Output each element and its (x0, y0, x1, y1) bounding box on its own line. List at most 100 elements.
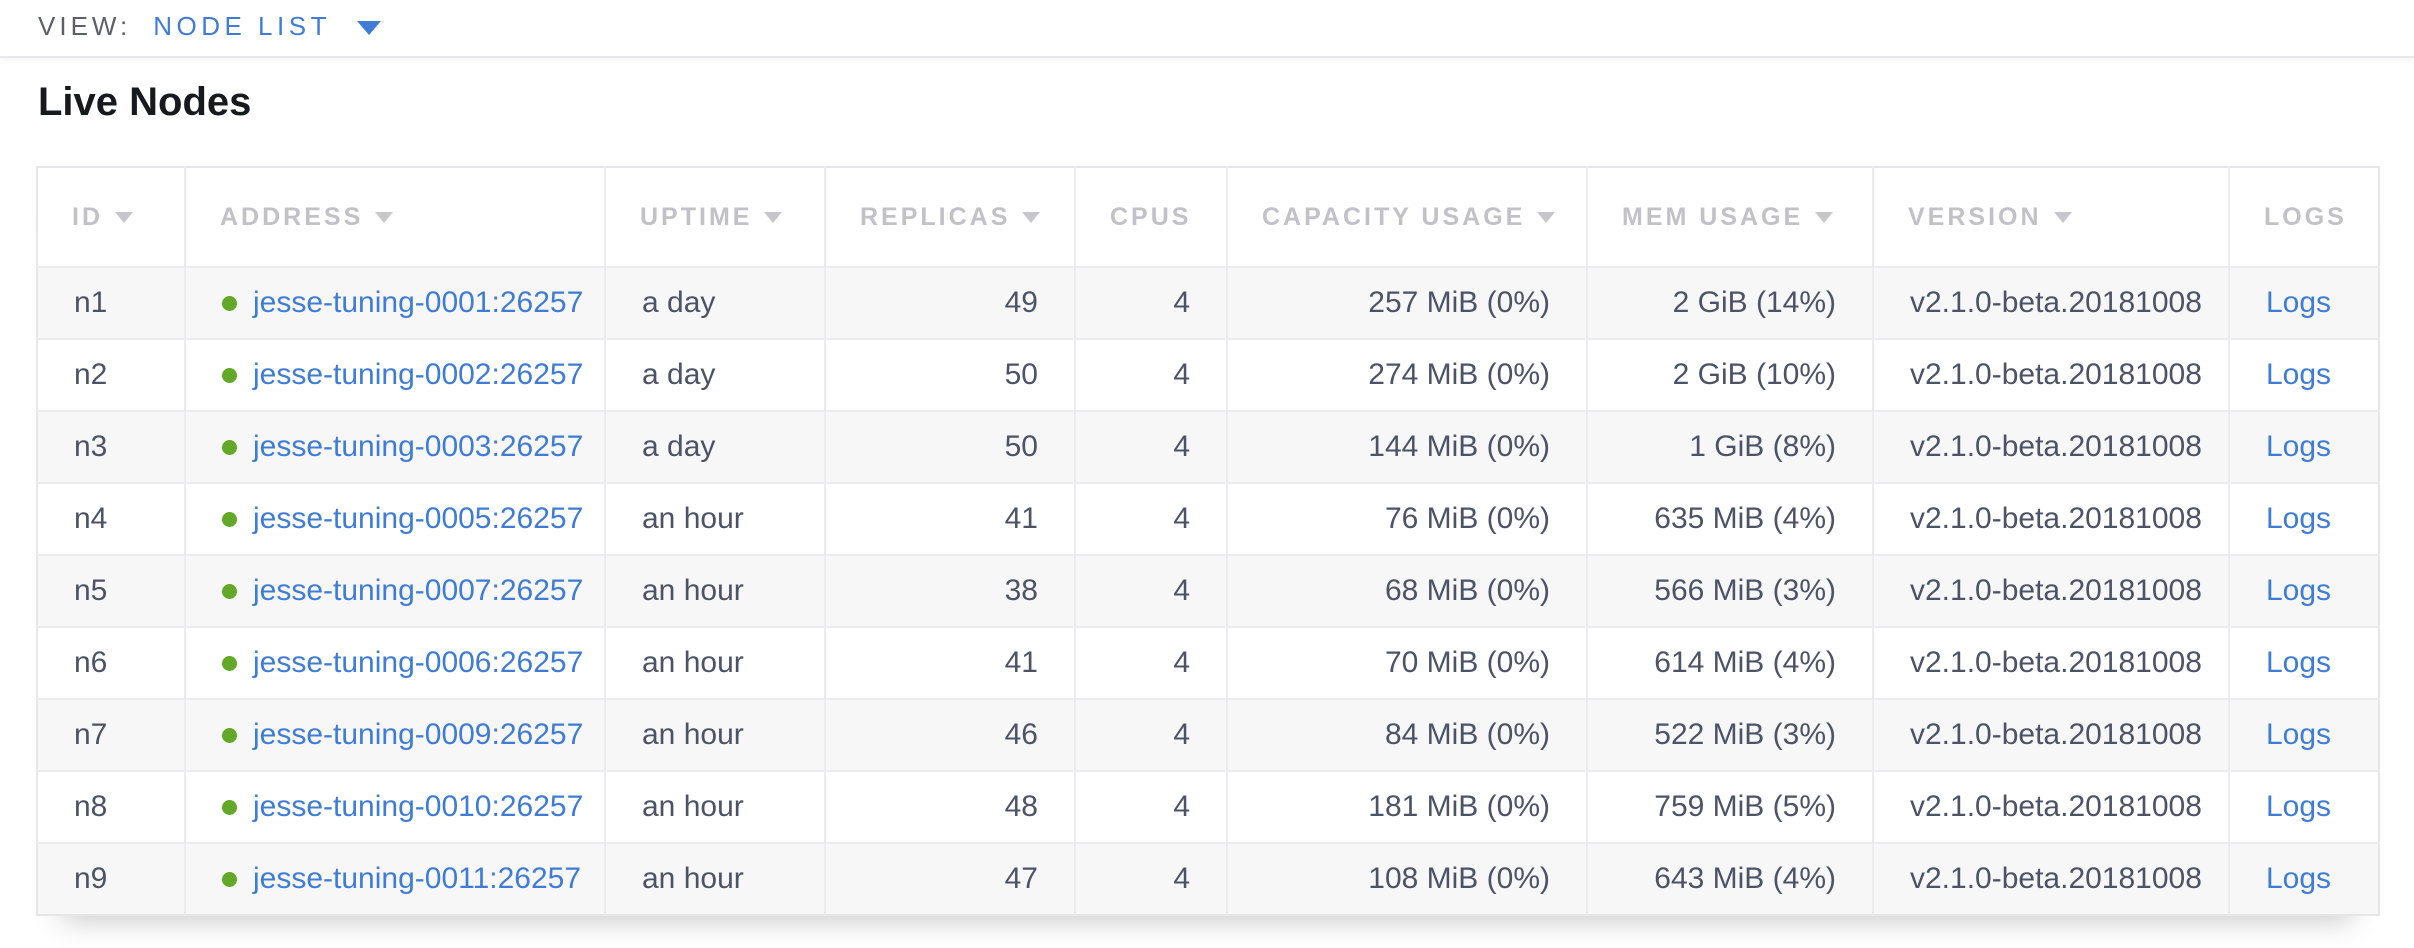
node-mem-usage-cell: 759 MiB (5%) (1586, 771, 1873, 843)
node-uptime-cell: a day (604, 411, 825, 483)
node-mem-usage-cell: 635 MiB (4%) (1586, 483, 1873, 555)
node-replicas-cell: 50 (824, 411, 1075, 483)
node-logs-link[interactable]: Logs (2266, 574, 2332, 607)
node-uptime-cell: an hour (604, 555, 825, 627)
column-header-capacity-usage[interactable]: CAPACITY USAGE (1226, 167, 1587, 267)
node-logs-cell: Logs (2228, 843, 2379, 915)
node-capacity-usage-cell: 70 MiB (0%) (1226, 627, 1587, 699)
node-logs-cell: Logs (2228, 771, 2379, 843)
node-address-cell: jesse-tuning-0002:26257 (184, 339, 605, 411)
node-logs-link[interactable]: Logs (2266, 790, 2332, 823)
node-address-link[interactable]: jesse-tuning-0002:26257 (253, 358, 584, 391)
node-cpus-cell: 4 (1074, 843, 1227, 915)
table-row: n2 jesse-tuning-0002:26257 a day 50 4 27… (37, 339, 2379, 411)
column-header-uptime[interactable]: UPTIME (604, 167, 825, 267)
node-address-cell: jesse-tuning-0011:26257 (184, 843, 605, 915)
node-address-link[interactable]: jesse-tuning-0007:26257 (253, 574, 584, 607)
node-replicas-cell: 50 (824, 339, 1075, 411)
node-capacity-usage-cell: 181 MiB (0%) (1226, 771, 1587, 843)
node-id-cell: n8 (74, 790, 108, 823)
node-cpus-cell: 4 (1074, 339, 1227, 411)
node-replicas-cell: 41 (824, 483, 1075, 555)
table-row: n8 jesse-tuning-0010:26257 an hour 48 4 … (37, 771, 2379, 843)
node-replicas-cell: 49 (824, 267, 1075, 339)
node-logs-link[interactable]: Logs (2266, 862, 2332, 895)
node-address-link[interactable]: jesse-tuning-0003:26257 (253, 430, 584, 463)
node-cpus-cell: 4 (1074, 627, 1227, 699)
node-version-cell: v2.1.0-beta.20181008 (1872, 699, 2229, 771)
node-logs-cell: Logs (2228, 699, 2379, 771)
node-logs-link[interactable]: Logs (2266, 358, 2332, 391)
node-address-cell: jesse-tuning-0006:26257 (184, 627, 605, 699)
node-address-cell: jesse-tuning-0007:26257 (184, 555, 605, 627)
node-live-status-icon (222, 367, 237, 383)
table-row: n1 jesse-tuning-0001:26257 a day 49 4 25… (37, 267, 2379, 339)
node-address-cell: jesse-tuning-0001:26257 (184, 267, 605, 339)
table-row: n9 jesse-tuning-0011:26257 an hour 47 4 … (37, 843, 2379, 915)
node-replicas-cell: 38 (824, 555, 1075, 627)
column-header-address[interactable]: ADDRESS (184, 167, 605, 267)
node-address-link[interactable]: jesse-tuning-0006:26257 (253, 646, 584, 679)
node-version-cell: v2.1.0-beta.20181008 (1872, 411, 2229, 483)
node-address-link[interactable]: jesse-tuning-0001:26257 (253, 286, 584, 319)
node-mem-usage-cell: 2 GiB (10%) (1586, 339, 1873, 411)
table-row: n3 jesse-tuning-0003:26257 a day 50 4 14… (37, 411, 2379, 483)
node-version-cell: v2.1.0-beta.20181008 (1872, 267, 2229, 339)
sort-desc-icon (1022, 211, 1041, 223)
view-label: VIEW: (38, 10, 132, 41)
view-bar: VIEW: NODE LIST (0, 0, 2414, 58)
node-address-link[interactable]: jesse-tuning-0009:26257 (253, 718, 584, 751)
node-version-cell: v2.1.0-beta.20181008 (1872, 627, 2229, 699)
node-id-cell: n9 (37, 843, 185, 915)
column-header-logs: LOGS (2228, 167, 2379, 267)
node-logs-cell: Logs (2228, 411, 2379, 483)
node-address-link[interactable]: jesse-tuning-0010:26257 (253, 790, 584, 823)
node-logs-link[interactable]: Logs (2266, 502, 2332, 535)
node-mem-usage-cell: 2 GiB (14%) (1586, 267, 1873, 339)
node-id-cell: n5 (37, 555, 185, 627)
table-header-row: ID ADDRESS UPTIME REPLICAS CPUS CAPACITY… (37, 167, 2379, 267)
node-address-cell: jesse-tuning-0009:26257 (184, 699, 605, 771)
sort-desc-icon (1537, 211, 1556, 223)
node-id-cell: n3 (37, 411, 185, 483)
node-logs-link[interactable]: Logs (2266, 718, 2332, 751)
node-version-cell: v2.1.0-beta.20181008 (1872, 771, 2229, 843)
node-version-cell: v2.1.0-beta.20181008 (1872, 843, 2229, 915)
column-header-replicas[interactable]: REPLICAS (824, 167, 1075, 267)
node-cpus-cell: 4 (1074, 555, 1227, 627)
node-logs-link[interactable]: Logs (2266, 286, 2332, 319)
node-address-link[interactable]: jesse-tuning-0005:26257 (253, 502, 584, 535)
sort-desc-icon (115, 211, 133, 223)
table-row: n7 jesse-tuning-0009:26257 an hour 46 4 … (37, 699, 2379, 771)
view-dropdown-value: NODE LIST (153, 10, 331, 41)
node-id-cell: n7 (37, 699, 185, 771)
node-id-cell: n4 (74, 502, 108, 535)
node-cpus-cell: 4 (1074, 699, 1227, 771)
node-address-link[interactable]: jesse-tuning-0011:26257 (253, 862, 582, 895)
node-live-status-icon (222, 655, 237, 671)
node-capacity-usage-cell: 108 MiB (0%) (1226, 843, 1587, 915)
column-header-id[interactable]: ID (37, 167, 185, 267)
node-logs-link[interactable]: Logs (2266, 646, 2332, 679)
node-uptime-cell: an hour (604, 627, 825, 699)
node-logs-cell: Logs (2228, 483, 2379, 555)
node-live-status-icon (222, 727, 237, 743)
node-capacity-usage-cell: 68 MiB (0%) (1226, 555, 1587, 627)
column-header-version[interactable]: VERSION (1872, 167, 2229, 267)
node-uptime-cell: an hour (604, 771, 825, 843)
node-live-status-icon (222, 871, 237, 887)
sort-desc-icon (2053, 211, 2072, 223)
column-header-mem-usage[interactable]: MEM USAGE (1586, 167, 1873, 267)
node-live-status-icon (222, 439, 237, 455)
view-dropdown[interactable]: NODE LIST (153, 11, 381, 42)
node-replicas-cell: 47 (824, 843, 1075, 915)
node-version-cell: v2.1.0-beta.20181008 (1872, 483, 2229, 555)
caret-down-icon (356, 21, 381, 35)
node-live-status-icon (222, 511, 237, 527)
node-uptime-cell: a day (604, 339, 825, 411)
node-cpus-cell: 4 (1074, 267, 1227, 339)
node-logs-link[interactable]: Logs (2266, 430, 2332, 463)
node-uptime-cell: an hour (604, 699, 825, 771)
node-capacity-usage-cell: 257 MiB (0%) (1226, 267, 1587, 339)
node-mem-usage-cell: 1 GiB (8%) (1586, 411, 1873, 483)
